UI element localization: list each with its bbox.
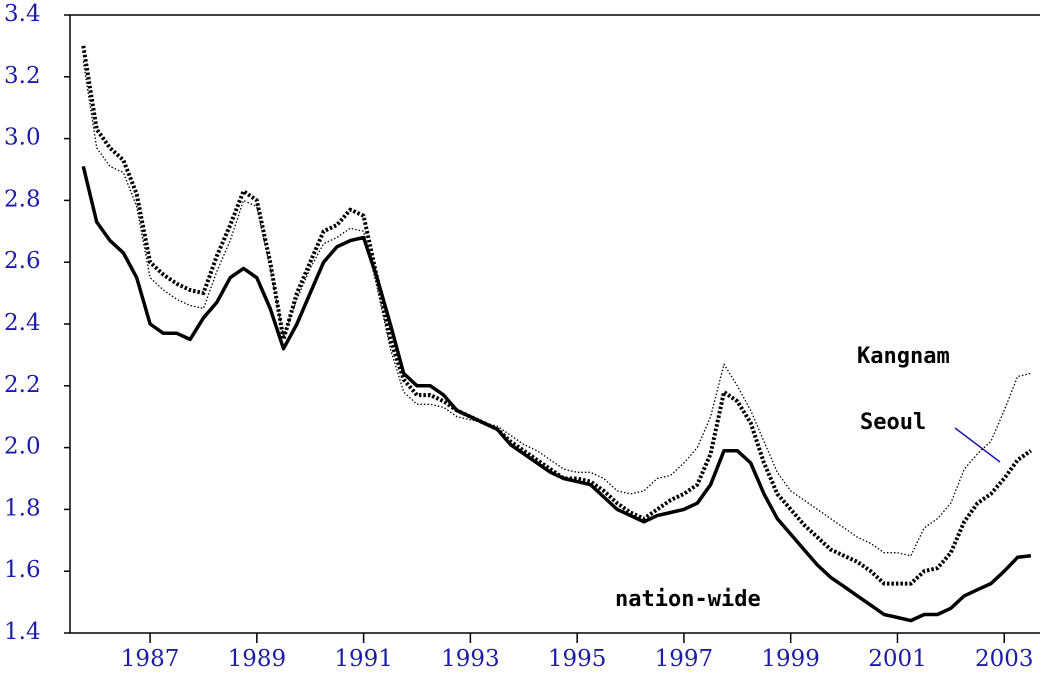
y-tick-label: 2.6 — [4, 248, 41, 274]
y-tick-label: 2.4 — [4, 310, 41, 336]
y-tick-label: 3.4 — [4, 1, 41, 27]
y-tick-label: 1.6 — [4, 557, 41, 583]
y-tick-label: 2.0 — [4, 434, 41, 460]
annotation: Kangnam — [857, 344, 950, 369]
annotation: nation-wide — [615, 587, 761, 612]
y-tick-label: 1.4 — [4, 619, 41, 645]
y-tick-label: 3.0 — [4, 125, 41, 151]
y-tick-label: 2.2 — [4, 372, 41, 398]
annotation-pointer — [954, 427, 1001, 463]
x-tick-label: 1997 — [655, 646, 714, 672]
x-tick-label: 1987 — [121, 646, 180, 672]
series-line — [81, 45, 1033, 586]
x-tick-label: 1999 — [761, 646, 820, 672]
x-tick-label: 1989 — [228, 646, 287, 672]
x-tick-label: 1991 — [334, 646, 393, 672]
y-tick-label: 2.8 — [4, 186, 41, 212]
annotation: Seoul — [860, 410, 926, 435]
series-line — [82, 61, 1032, 557]
x-tick-label: 1995 — [548, 646, 607, 672]
y-tick-label: 3.2 — [4, 63, 41, 89]
x-tick-label: 2001 — [868, 646, 927, 672]
x-tick-label: 2003 — [975, 646, 1034, 672]
y-tick-label: 1.8 — [4, 495, 41, 521]
x-tick-label: 1993 — [441, 646, 500, 672]
